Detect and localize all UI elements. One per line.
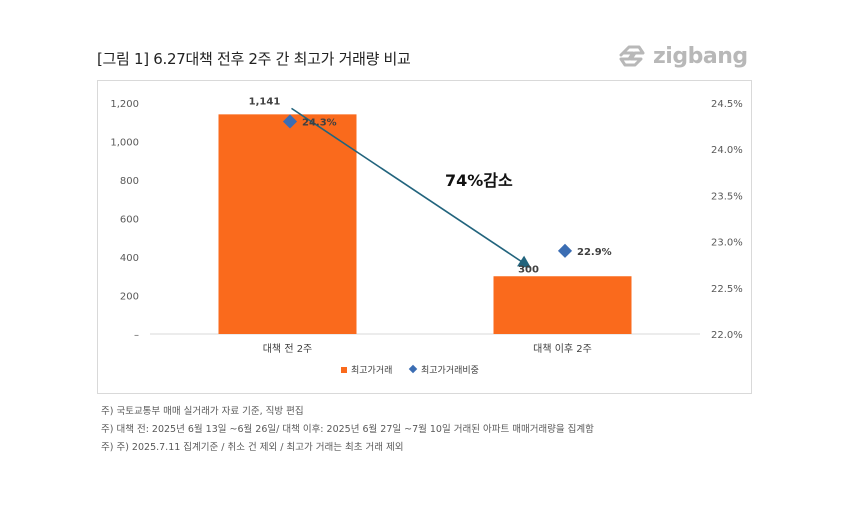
x-category-label: 대책 전 2주 [263, 343, 313, 355]
share-data-label: 24.3% [302, 117, 337, 128]
combo-chart: – 200 400 600 800 1,000 1,200 22.0% 22.5% 23.0% 23… [110, 96, 743, 376]
share-point [557, 243, 573, 258]
zigbang-logo: zigbang [617, 42, 748, 70]
y-right-tick-label: 23.0% [711, 238, 743, 249]
decrease-arrow [291, 107, 532, 269]
y-right-tick-label: 22.0% [711, 330, 743, 341]
bar-data-label: 300 [518, 264, 539, 275]
page-title: [그림 1] 6.27대책 전후 2주 간 최고가 거래량 비교 [97, 50, 411, 68]
x-category-label: 대책 이후 2주 [533, 343, 592, 355]
y-right-tick-label: 24.0% [711, 145, 743, 156]
y-left-tick-label: – [134, 330, 139, 341]
footnote-period: 주) 대책 전: 2025년 6월 13일 ~6월 26일/ 대책 이후: 20… [101, 424, 594, 435]
y-right-tick-label: 24.5% [711, 99, 743, 110]
bar [218, 114, 357, 334]
y-right-tick-label: 22.5% [711, 284, 743, 295]
zigbang-logo-icon [619, 45, 645, 67]
y-left-tick-label: 800 [120, 176, 139, 187]
brand-name: zigbang [653, 43, 748, 69]
legend-label: 최고가거래비중 [421, 365, 479, 376]
y-left-tick-label: 400 [120, 253, 139, 264]
footnotes: 주) 국토교통부 매매 실거래가 자료 기준, 직방 편집 주) 대책 전: 2… [101, 403, 594, 457]
share-point [282, 114, 298, 129]
y-left-tick-label: 1,200 [110, 99, 139, 110]
legend-label: 최고가거래 [351, 365, 392, 376]
bar-data-label: 1,141 [249, 96, 281, 107]
decrease-annotation: 74%감소 [445, 171, 513, 190]
share-data-label: 22.9% [577, 247, 612, 258]
legend-swatch-bar [341, 367, 347, 373]
legend-swatch-point [408, 364, 418, 374]
chart-frame [97, 80, 752, 394]
y-left-tick-label: 1,000 [110, 138, 139, 149]
footnote-source: 주) 국토교통부 매매 실거래가 자료 기준, 직방 편집 [101, 406, 304, 417]
bar [493, 276, 632, 334]
y-left-tick-label: 200 [120, 292, 139, 303]
y-right-tick-label: 23.5% [711, 191, 743, 202]
y-left-tick-label: 600 [120, 215, 139, 226]
footnote-criteria: 주) 주) 2025.7.11 집계기준 / 취소 건 제외 / 최고가 거래는… [101, 442, 404, 453]
